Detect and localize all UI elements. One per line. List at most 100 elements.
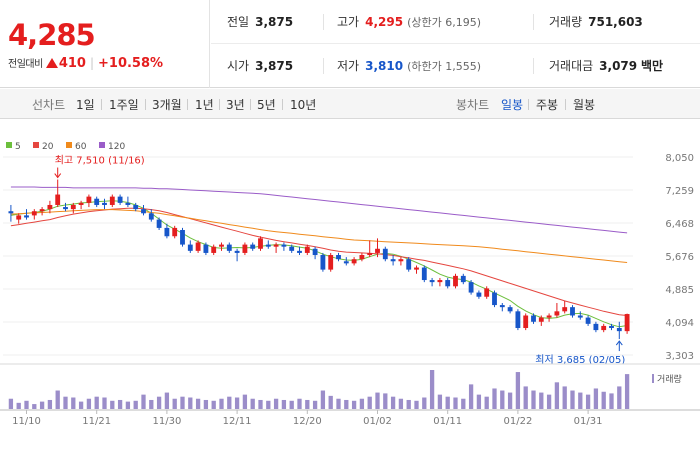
stock-chart: 5 20 60 120 8,050 7,259 6,468 5,676 4,885 4,094 3…	[0, 142, 700, 427]
price-grid	[3, 156, 633, 356]
candle-body	[195, 242, 201, 251]
price-axis-labels: 8,050 7,259 6,468 5,676 4,885 4,094 3,303	[665, 153, 694, 362]
trade-amount: 거래대금 3,079 백만	[549, 59, 664, 73]
volume-bar	[125, 401, 131, 409]
volume-bar	[149, 399, 154, 409]
volume-bar	[609, 393, 614, 409]
date-tick: 11/21	[82, 416, 111, 427]
date-tick: 01/11	[433, 416, 462, 427]
candle-body	[70, 204, 76, 210]
volume-bar	[390, 396, 396, 409]
volume-legend-swatch	[652, 374, 654, 383]
candle-body	[312, 248, 318, 256]
candle-body	[133, 204, 139, 210]
candle-body	[281, 244, 287, 247]
tab-weekly[interactable]: 주봉	[536, 98, 559, 112]
candle-body	[484, 288, 490, 297]
candle-body	[585, 317, 591, 324]
low-arrow-icon	[615, 340, 623, 346]
volume-bar	[227, 396, 232, 409]
candle-body	[117, 196, 123, 203]
volume-bar	[297, 398, 302, 409]
volume-bar	[531, 390, 536, 409]
candle-body	[226, 244, 232, 251]
volume-bar	[24, 400, 29, 409]
volume-bar	[242, 394, 248, 409]
candle-body	[570, 307, 575, 316]
volume-bar	[16, 402, 21, 409]
volume-bar	[94, 396, 99, 409]
tab-period-3y[interactable]: 3년	[226, 98, 245, 112]
candle-body	[351, 259, 357, 264]
candle-body	[577, 315, 583, 318]
volume-bar	[180, 396, 185, 409]
volume-bar	[546, 394, 552, 409]
volume-bar	[398, 398, 404, 409]
tab-daily[interactable]: 일봉	[501, 98, 524, 112]
volume-bar	[78, 401, 84, 409]
candle-body	[55, 194, 61, 205]
candle-body	[273, 244, 279, 247]
tab-monthly[interactable]: 월봉	[573, 98, 596, 112]
volume-bar	[47, 399, 53, 409]
candle-body	[492, 292, 497, 306]
volume-bar	[55, 390, 60, 409]
tab-period-1w[interactable]: 1주일	[109, 98, 139, 112]
candle-body	[554, 311, 560, 316]
volume-bar	[133, 400, 138, 409]
legend-swatch-ma5	[6, 142, 12, 148]
volume-bar	[305, 399, 310, 409]
candle-body	[125, 202, 131, 205]
candle-body	[141, 209, 146, 214]
volume-bar	[117, 399, 123, 409]
volume-bar	[383, 393, 388, 409]
volume-bar	[617, 386, 622, 409]
low-price: 저가 3,810 (하한가 1,555)	[337, 59, 482, 73]
legend-swatch-ma60	[66, 142, 72, 148]
candle-body	[219, 244, 224, 247]
candle-body	[172, 227, 178, 237]
candle-body	[367, 252, 373, 256]
legend-label-ma5: 5	[15, 142, 21, 152]
candle-body	[538, 317, 544, 322]
up-arrow-icon	[45, 58, 58, 68]
quote-panel: 4,285 전일대비 410 | +10.58% 전일 3,875 고가 4,295 (상한…	[0, 0, 700, 88]
legend-swatch-ma120	[99, 142, 105, 148]
candle-body	[546, 315, 552, 318]
candle-body	[382, 248, 388, 260]
volume-bar	[414, 400, 419, 409]
candle-body	[63, 207, 68, 210]
volume-bar	[500, 390, 505, 409]
tab-period-3m[interactable]: 3개월	[152, 98, 182, 112]
volume-bar	[437, 394, 443, 409]
open-price: 시가 3,875	[227, 59, 294, 73]
legend-swatch-ma20	[33, 142, 39, 148]
tab-period-5y[interactable]: 5년	[257, 98, 276, 112]
tab-period-10y[interactable]: 10년	[290, 98, 317, 112]
volume-bar	[461, 398, 466, 409]
candle-body	[16, 215, 22, 220]
volume-bar	[359, 398, 365, 409]
legend-label-ma60: 60	[75, 142, 87, 152]
candle-body	[203, 244, 209, 253]
volume-bar	[164, 392, 170, 409]
volume-bar	[102, 397, 107, 409]
current-price-box: 4,285 전일대비 410 | +10.58%	[0, 0, 210, 88]
change-divider: |	[89, 56, 94, 70]
volume-bar	[422, 397, 427, 409]
tab-period-1d[interactable]: 1일	[76, 98, 95, 112]
candle-body	[8, 211, 14, 214]
tab-period-1y[interactable]: 1년	[195, 98, 214, 112]
change-label: 전일대비	[8, 59, 43, 70]
volume-bar	[624, 374, 630, 409]
legend-label-ma20: 20	[42, 142, 54, 152]
volume-bar	[211, 400, 216, 409]
candle-body	[258, 238, 263, 249]
chart-tabs: 선차트 1일 1주일 3개월 1년 3년 5년 10년 봉차트 일봉 주봉 월봉	[0, 89, 700, 119]
change-percent: +10.58%	[98, 56, 164, 71]
price-tick: 7,259	[665, 186, 694, 197]
candle-body	[593, 323, 599, 331]
volume-bar	[203, 399, 209, 409]
candle-body	[297, 250, 302, 253]
prev-close: 전일 3,875	[227, 15, 294, 29]
